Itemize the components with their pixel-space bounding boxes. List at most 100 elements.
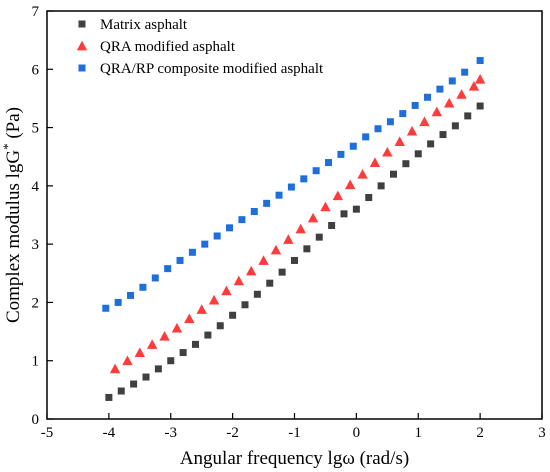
data-point <box>357 169 368 179</box>
x-tick-label: -5 <box>41 425 54 441</box>
x-tick-label: 3 <box>538 425 546 441</box>
data-point <box>204 331 212 339</box>
data-point <box>448 77 456 85</box>
y-tick-label: 7 <box>32 4 40 20</box>
y-tick-label: 2 <box>32 295 40 311</box>
data-point <box>253 290 261 298</box>
data-point <box>142 373 150 381</box>
data-point <box>394 136 405 146</box>
data-point <box>164 265 172 273</box>
x-tick-label: 1 <box>415 425 423 441</box>
data-point <box>201 240 209 248</box>
x-tick-label: 2 <box>476 425 484 441</box>
data-point <box>151 274 159 282</box>
data-point <box>344 179 356 190</box>
data-point <box>192 340 199 348</box>
data-point <box>270 244 282 255</box>
data-point <box>382 146 393 157</box>
data-point <box>399 110 407 118</box>
y-axis-title-main: Complex modulus lgG <box>3 150 24 323</box>
data-point <box>127 291 135 299</box>
data-point <box>374 125 382 133</box>
x-axis-title: Angular frequency lgω (rad/s) <box>180 448 409 469</box>
data-point <box>332 190 344 201</box>
data-points <box>102 57 486 401</box>
data-point <box>461 68 469 76</box>
y-tick-label: 6 <box>32 62 40 78</box>
y-axis: 0 1 2 3 4 5 6 7 <box>32 4 53 428</box>
legend-label: QRA/RP composite modified asphalt <box>100 61 324 77</box>
data-point <box>278 268 286 276</box>
y-axis-title: Complex modulus lgG* (Pa) <box>0 107 24 323</box>
data-point <box>451 122 459 130</box>
data-point <box>188 248 196 256</box>
data-point <box>275 191 283 199</box>
data-point <box>229 311 237 319</box>
data-point <box>427 140 435 148</box>
data-point <box>406 125 418 136</box>
data-point <box>328 221 336 229</box>
data-point <box>476 57 484 65</box>
y-tick-label: 5 <box>32 121 40 137</box>
data-point <box>474 73 486 84</box>
series-1 <box>105 102 484 401</box>
data-point <box>468 80 480 91</box>
data-point <box>216 322 224 330</box>
series-2 <box>109 73 486 374</box>
data-point <box>325 159 333 167</box>
data-point <box>117 387 125 395</box>
y-tick-label: 3 <box>32 237 40 253</box>
data-point <box>196 304 207 314</box>
y-tick-label: 1 <box>32 354 40 370</box>
data-point <box>122 355 133 366</box>
data-point <box>303 245 311 253</box>
data-point <box>439 131 447 139</box>
data-point <box>105 393 113 401</box>
data-point <box>258 255 269 265</box>
data-point <box>233 275 245 286</box>
legend-marker <box>78 64 86 72</box>
y-axis-title-tail: (Pa) <box>3 107 24 143</box>
data-point <box>241 301 249 309</box>
data-point <box>377 182 385 190</box>
x-tick-label: 0 <box>353 425 361 441</box>
y-axis-title-sup: * <box>0 143 15 150</box>
x-tick-label: -2 <box>226 425 239 441</box>
data-point <box>390 170 397 178</box>
data-point <box>130 380 138 388</box>
data-point <box>362 133 370 141</box>
data-point <box>167 357 175 365</box>
y-tick-label: 4 <box>32 179 40 195</box>
data-point <box>365 194 373 202</box>
data-point <box>320 201 331 212</box>
y-tick-label: 0 <box>32 412 40 428</box>
data-point <box>291 256 298 264</box>
data-point <box>184 313 195 324</box>
data-point <box>139 283 147 291</box>
data-point <box>263 199 271 207</box>
data-point <box>221 285 232 296</box>
legend-label: QRA modified asphalt <box>100 39 236 55</box>
x-tick-label: -3 <box>165 425 178 441</box>
data-point <box>436 85 444 93</box>
data-point <box>369 157 381 167</box>
data-point <box>464 112 472 120</box>
data-point <box>431 106 443 117</box>
data-point <box>287 183 295 191</box>
data-point <box>424 93 432 101</box>
legend: Matrix asphalt QRA modified asphalt QRA/RP… <box>76 17 324 77</box>
data-point <box>208 294 220 305</box>
data-point <box>114 298 122 306</box>
data-point <box>386 118 394 126</box>
x-tick-label: -4 <box>103 425 116 441</box>
data-point <box>300 175 308 183</box>
data-point <box>402 160 410 168</box>
legend-marker <box>76 40 88 51</box>
data-point <box>226 224 234 232</box>
data-point <box>414 150 422 158</box>
data-point <box>134 347 146 357</box>
legend-marker <box>78 20 86 28</box>
data-point <box>456 89 467 99</box>
data-point <box>250 208 258 216</box>
